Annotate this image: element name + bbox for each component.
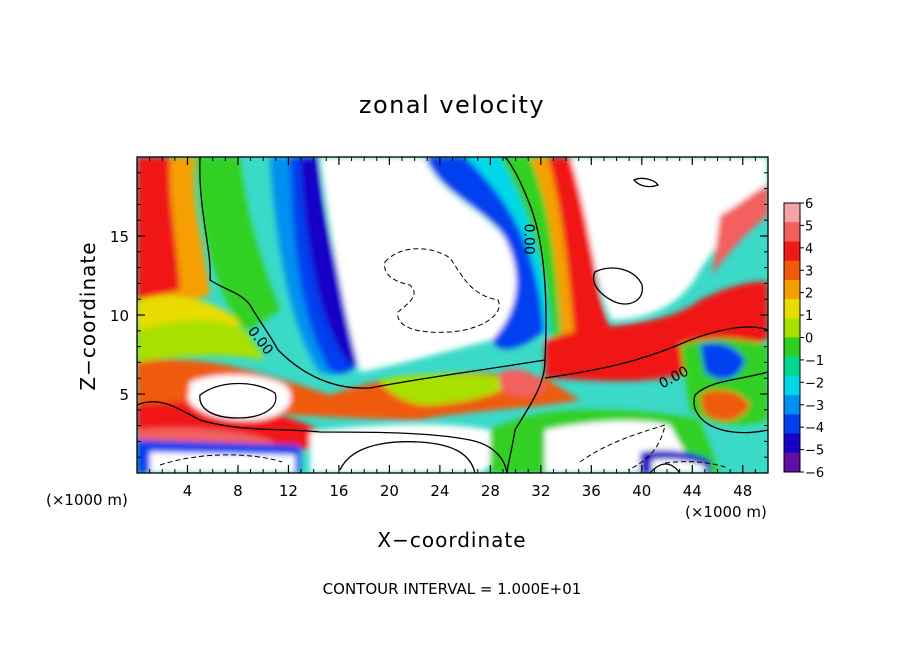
colorbar-label: 3 bbox=[805, 264, 813, 279]
colorbar-swatch bbox=[784, 337, 800, 358]
colorbar-swatch bbox=[784, 414, 800, 435]
colorbar-swatch bbox=[784, 356, 800, 377]
x-tick-label: 24 bbox=[430, 482, 449, 500]
x-unit-right: (×1000 m) bbox=[685, 503, 767, 521]
x-tick-label: 44 bbox=[683, 482, 702, 500]
colorbar-swatch bbox=[784, 222, 800, 242]
colorbar-label: 2 bbox=[805, 287, 813, 302]
colorbar-label: −5 bbox=[805, 444, 824, 459]
x-tick-label: 48 bbox=[733, 482, 752, 500]
colorbar-label: 1 bbox=[805, 309, 813, 324]
colorbar-swatch bbox=[784, 260, 800, 281]
colorbar-swatch bbox=[784, 375, 800, 396]
x-axis-label: X−coordinate bbox=[377, 528, 526, 552]
chart-title: zonal velocity bbox=[359, 91, 545, 119]
x-tick-label: 40 bbox=[632, 482, 651, 500]
colorbar-label: −6 bbox=[805, 466, 824, 481]
y-tick-label: 5 bbox=[119, 386, 129, 404]
plot-area bbox=[137, 157, 768, 473]
x-tick-label: 32 bbox=[531, 482, 550, 500]
y-axis-label: Z−coordinate bbox=[76, 241, 100, 390]
y-tick-label: 10 bbox=[110, 307, 129, 325]
x-tick-label: 8 bbox=[233, 482, 243, 500]
colorbar-label: −3 bbox=[805, 399, 824, 414]
colorbar-swatch bbox=[784, 395, 800, 415]
colorbar-label: 4 bbox=[805, 242, 813, 257]
colorbar-swatch bbox=[784, 241, 800, 262]
x-axis: 4 8 12 16 20 24 28 32 36 40 44 48 bbox=[149, 157, 756, 500]
colorbar-label: −1 bbox=[805, 354, 824, 369]
colorbar-swatch bbox=[784, 452, 800, 473]
colorbar-label: −2 bbox=[805, 376, 824, 391]
colorbar-swatch bbox=[784, 318, 800, 338]
x-tick-label: 36 bbox=[582, 482, 601, 500]
colorbar-swatch bbox=[784, 203, 800, 223]
colorbar-label: 0 bbox=[805, 332, 813, 347]
x-tick-label: 20 bbox=[380, 482, 399, 500]
y-axis: 5 10 15 bbox=[110, 172, 768, 458]
x-tick-label: 16 bbox=[329, 482, 348, 500]
contour-interval-footer: CONTOUR INTERVAL = 1.000E+01 bbox=[323, 580, 582, 598]
y-tick-label: 15 bbox=[110, 228, 129, 246]
colorbar-label: 5 bbox=[805, 219, 813, 234]
contour-label: 0.00 bbox=[520, 224, 536, 255]
x-tick-label: 4 bbox=[183, 482, 193, 500]
colorbar-label: 6 bbox=[805, 197, 813, 212]
x-unit-left: (×1000 m) bbox=[46, 491, 128, 509]
x-tick-label: 12 bbox=[279, 482, 298, 500]
colorbar: 6 5 4 3 2 1 0 −1 −2 −3 −4 −5 −6 bbox=[783, 197, 824, 481]
x-tick-label: 28 bbox=[481, 482, 500, 500]
colorbar-swatch bbox=[784, 299, 800, 319]
colorbar-swatch bbox=[784, 433, 800, 454]
colorbar-label: −4 bbox=[805, 421, 824, 436]
colorbar-swatch bbox=[784, 279, 800, 300]
